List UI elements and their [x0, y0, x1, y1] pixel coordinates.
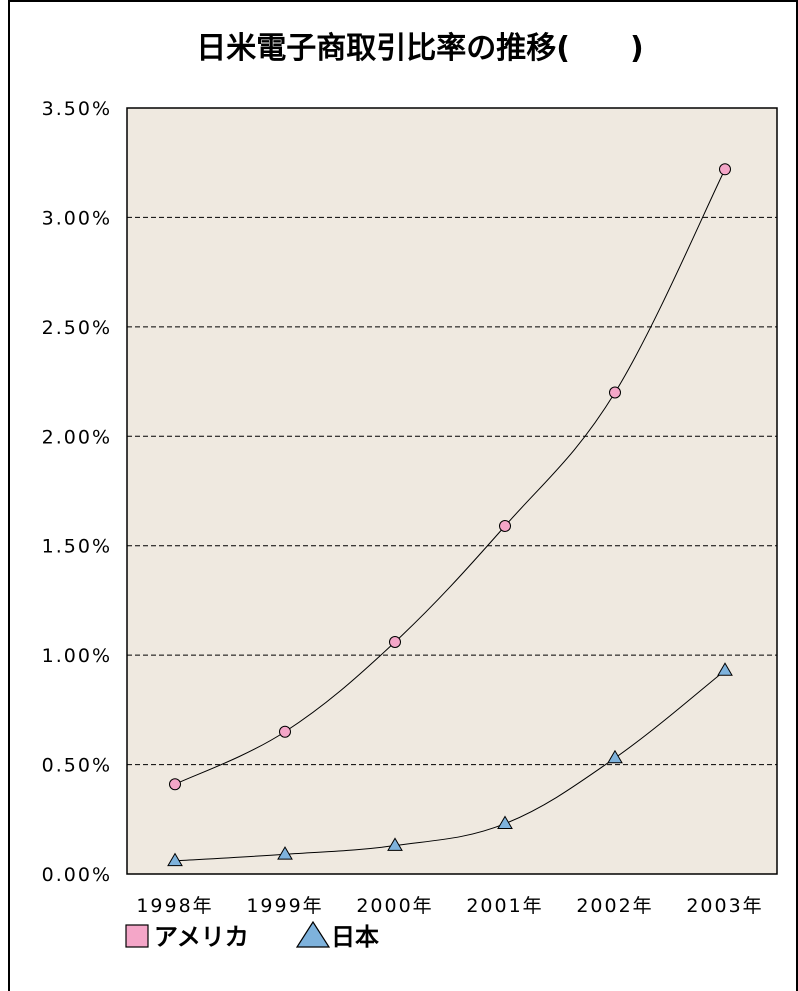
y-tick-label: 3.00% — [42, 207, 112, 229]
x-tick-label: 2002年 — [576, 895, 653, 917]
chart-frame — [8, 0, 798, 991]
legend-swatch-japan — [295, 920, 331, 948]
data-point-japan — [277, 846, 293, 860]
data-point-japan — [167, 852, 183, 867]
data-point-usa — [719, 163, 731, 176]
series-line-japan — [174, 670, 726, 862]
x-tick-label: 2000年 — [356, 895, 433, 917]
y-tick-label: 0.50% — [42, 755, 112, 777]
x-tick-label: 2001年 — [466, 895, 543, 917]
series-markers — [167, 163, 733, 867]
y-tick-label: 3.50% — [42, 98, 112, 120]
x-tick-label: 2003年 — [686, 895, 763, 917]
y-tick-label: 1.00% — [42, 645, 112, 667]
x-tick-label: 1998年 — [136, 895, 213, 917]
y-axis-tick-labels: 0.00% 0.50% 1.00% 1.50% 2.00% 2.50% 3.00% 3.50% — [42, 98, 112, 886]
data-point-usa — [279, 725, 291, 738]
legend-label-japan: 日本 — [331, 923, 379, 951]
x-tick-label: 1999年 — [246, 895, 323, 917]
data-point-usa — [609, 386, 621, 399]
legend-label-usa: アメリカ — [154, 923, 249, 951]
chart-title: 日米電子商取引比率の推移( ) — [196, 31, 643, 66]
x-axis-tick-labels: 1998年 1999年 2000年 2001年 2002年 2003年 — [136, 895, 763, 917]
data-point-japan — [607, 749, 623, 764]
y-tick-label: 0.00% — [42, 864, 112, 886]
data-point-japan — [387, 837, 403, 851]
data-point-japan — [497, 815, 513, 829]
legend-swatch-usa — [125, 924, 149, 948]
data-point-usa — [169, 778, 181, 791]
y-tick-label: 2.50% — [42, 317, 112, 339]
y-tick-label: 1.50% — [42, 536, 112, 558]
data-point-usa — [499, 520, 511, 533]
data-point-usa — [389, 636, 401, 649]
plot-area — [126, 107, 778, 875]
data-point-japan — [717, 662, 733, 676]
gridlines — [127, 216, 777, 766]
y-tick-label: 2.00% — [42, 426, 112, 448]
legend: アメリカ 日本 — [125, 920, 379, 951]
